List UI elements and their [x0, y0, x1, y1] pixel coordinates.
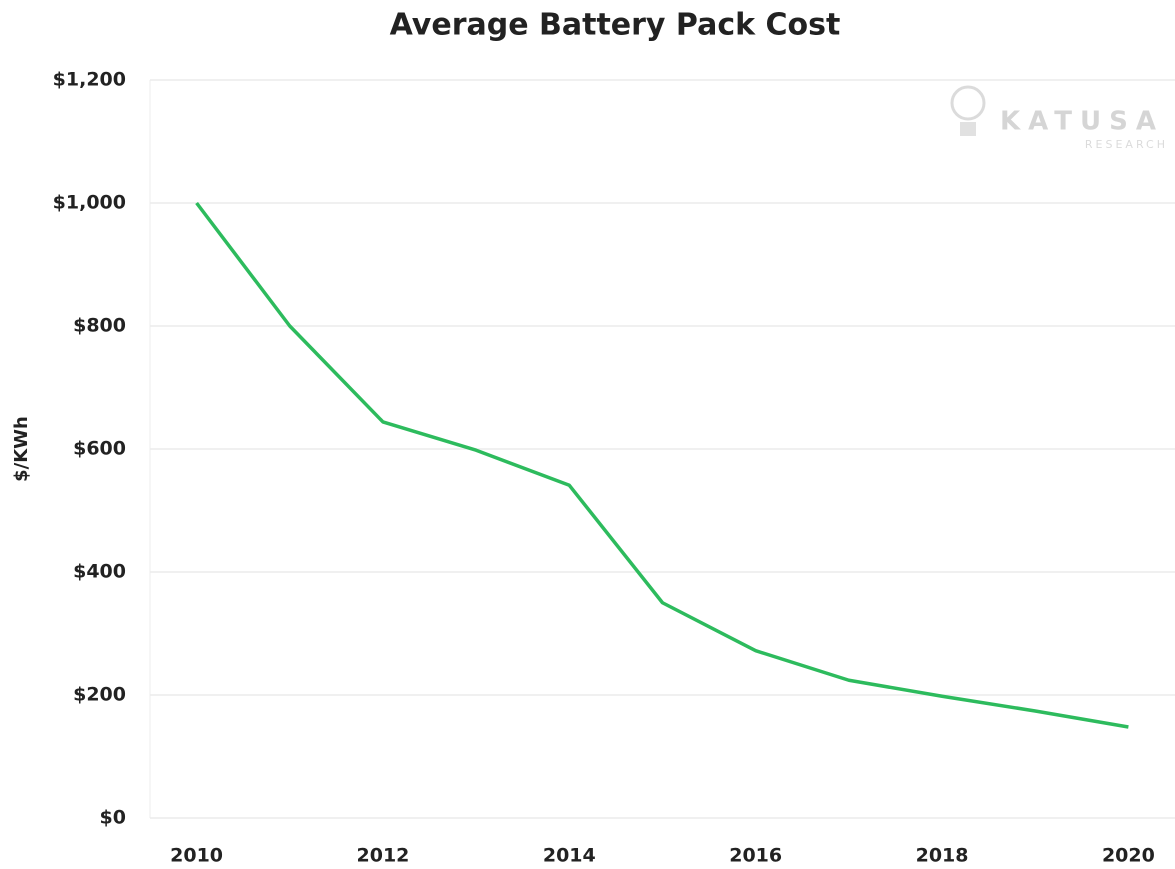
watermark-sub: RESEARCH: [1085, 138, 1168, 151]
y-tick-label: $1,000: [53, 192, 126, 214]
y-axis-label: $/KWh: [11, 416, 32, 482]
watermark-icon: [950, 85, 986, 121]
x-tick-label: 2012: [357, 845, 410, 867]
y-tick-label: $400: [73, 561, 126, 583]
x-tick-label: 2018: [916, 845, 969, 867]
watermark-icon-base: [960, 122, 976, 136]
y-tick-label: $0: [100, 807, 126, 829]
x-tick-label: 2010: [170, 845, 223, 867]
y-tick-label: $800: [73, 315, 126, 337]
y-tick-label: $1,200: [53, 69, 126, 91]
x-tick-label: 2020: [1102, 845, 1155, 867]
watermark-brand: KATUSA: [1000, 107, 1164, 137]
watermark: KATUSA RESEARCH: [950, 85, 1168, 151]
y-tick-label: $200: [73, 684, 126, 706]
line-series: [195, 201, 1129, 729]
x-tick-label: 2016: [729, 845, 782, 867]
x-tick-label: 2014: [543, 845, 596, 867]
chart-title: Average Battery Pack Cost: [390, 8, 841, 43]
y-tick-label: $600: [73, 438, 126, 460]
